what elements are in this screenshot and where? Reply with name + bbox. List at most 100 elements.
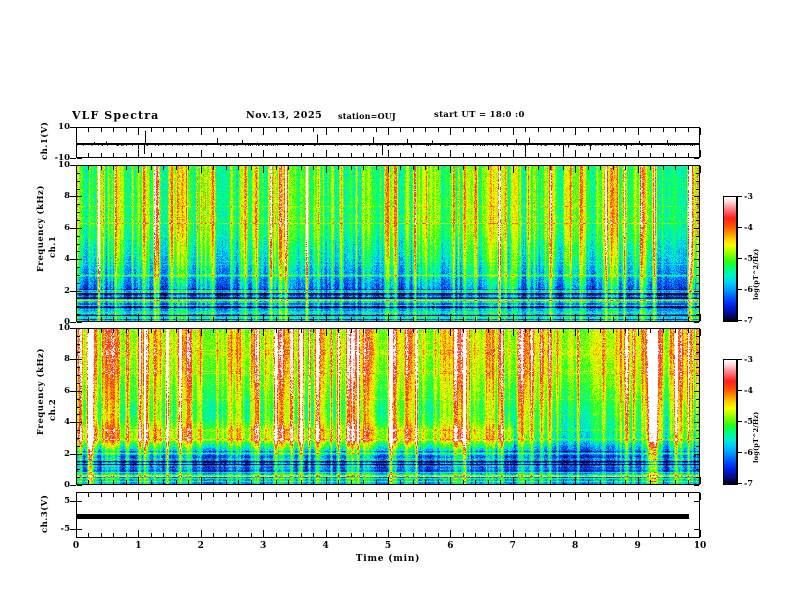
y-minor-tick — [77, 391, 80, 392]
x-tick-bottom — [188, 153, 189, 157]
x-tick-bottom — [251, 480, 252, 484]
y-tick-label: 8 — [64, 191, 70, 201]
y-tick — [70, 165, 76, 166]
x-tick-top — [513, 493, 514, 500]
x-tick-bottom — [213, 533, 214, 537]
x-tick-bottom — [463, 533, 464, 537]
x-tick-bottom — [276, 317, 277, 321]
x-tick-top — [700, 329, 701, 336]
x-tick-bottom — [138, 150, 139, 157]
x-tick-bottom — [613, 533, 614, 537]
y-tick-label: -10 — [54, 153, 70, 163]
x-tick-top — [313, 329, 314, 333]
x-tick-top — [351, 166, 352, 170]
y-tick-label: 5 — [64, 496, 70, 506]
x-tick-top — [138, 329, 139, 336]
x-tick-top — [238, 128, 239, 132]
x-tick-top — [700, 493, 701, 500]
x-tick-top — [563, 166, 564, 170]
x-tick-bottom — [263, 314, 264, 321]
y-tick — [70, 291, 76, 292]
x-tick-top — [525, 329, 526, 333]
x-tick-top — [201, 329, 202, 336]
colorbar-axis-line — [736, 359, 737, 484]
x-tick-bottom — [76, 530, 77, 537]
y-tick — [70, 422, 76, 423]
y-minor-tick-right — [696, 461, 699, 462]
x-tick-top — [326, 493, 327, 500]
x-tick-bottom — [163, 317, 164, 321]
x-tick-bottom — [538, 153, 539, 157]
x-tick-top — [176, 166, 177, 170]
x-tick-bottom — [376, 317, 377, 321]
x-tick-top — [313, 128, 314, 132]
page-title: VLF Spectra — [72, 109, 160, 122]
x-tick-bottom — [638, 477, 639, 484]
y-minor-tick-right — [696, 485, 699, 486]
x-tick-bottom — [538, 533, 539, 537]
y-tick-label: 4 — [64, 254, 70, 264]
x-tick-top — [326, 166, 327, 173]
y-tick — [70, 158, 76, 159]
y-minor-tick-right — [696, 367, 699, 368]
ch1-colorbar — [723, 196, 738, 322]
x-tick-top — [688, 128, 689, 132]
x-tick-top — [563, 493, 564, 497]
x-tick-bottom — [500, 533, 501, 537]
y-minor-tick-right — [696, 322, 699, 323]
x-tick-bottom — [463, 317, 464, 321]
y-minor-tick — [77, 336, 80, 337]
x-tick-bottom — [663, 480, 664, 484]
x-tick-top — [400, 329, 401, 333]
x-tick-top — [500, 329, 501, 333]
x-tick-top — [88, 493, 89, 497]
x-tick-bottom — [488, 533, 489, 537]
x-tick-bottom — [400, 480, 401, 484]
x-tick-top — [226, 128, 227, 132]
y-minor-tick — [77, 322, 80, 323]
x-tick-bottom — [201, 150, 202, 157]
x-tick-bottom — [326, 530, 327, 537]
y-tick — [70, 391, 76, 392]
x-tick-bottom — [101, 153, 102, 157]
y-minor-tick-right — [696, 283, 699, 284]
y-minor-tick-right — [696, 414, 699, 415]
x-tick-bottom — [550, 480, 551, 484]
x-tick-top — [113, 329, 114, 333]
x-tick-top — [575, 166, 576, 173]
y-minor-tick — [77, 314, 80, 315]
x-tick-top — [563, 128, 564, 132]
x-tick-top — [88, 166, 89, 170]
x-tick-top — [226, 166, 227, 170]
x-tick-bottom — [251, 153, 252, 157]
x-tick-top — [563, 329, 564, 333]
x-tick-bottom — [663, 533, 664, 537]
y-tick-label: 6 — [64, 223, 70, 233]
x-tick-bottom — [88, 480, 89, 484]
y-minor-tick-right — [696, 275, 699, 276]
x-tick-top — [301, 329, 302, 333]
y-minor-tick-right — [696, 298, 699, 299]
x-tick-top — [263, 128, 264, 135]
y-minor-tick-right — [696, 236, 699, 237]
y-minor-tick-right — [696, 173, 699, 174]
x-tick-top — [663, 128, 664, 132]
x-tick-top — [413, 493, 414, 497]
y-tick — [70, 359, 76, 360]
y-tick-inner — [77, 127, 82, 128]
x-tick-bottom — [663, 153, 664, 157]
y-minor-tick-right — [696, 204, 699, 205]
x-tick-top — [76, 329, 77, 336]
x-tick-bottom — [238, 533, 239, 537]
station-label: station=OUJ — [338, 111, 396, 121]
y-minor-tick-right — [696, 314, 699, 315]
x-tick-top — [550, 329, 551, 333]
x-tick-top — [101, 166, 102, 170]
x-tick-top — [263, 493, 264, 500]
colorbar-tick-label: -3 — [744, 354, 753, 364]
x-tick-top — [351, 493, 352, 497]
x-tick-top — [126, 128, 127, 132]
y-minor-tick — [77, 352, 80, 353]
y-minor-tick-right — [696, 375, 699, 376]
